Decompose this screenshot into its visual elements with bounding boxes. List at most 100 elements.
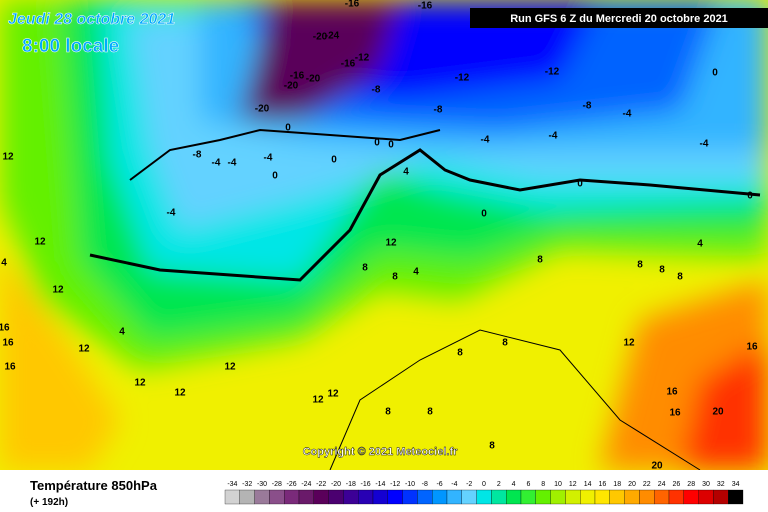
colorbar-swatch bbox=[624, 489, 640, 505]
contour-label: -8 bbox=[434, 105, 443, 116]
contour-label: 0 bbox=[577, 179, 583, 190]
footer-title: Température 850hPa bbox=[30, 478, 158, 493]
colorbar-label: -20 bbox=[331, 481, 341, 488]
colorbar-label: -16 bbox=[361, 481, 371, 488]
contour-label: 4 bbox=[1, 258, 7, 269]
contour-label: -16 bbox=[341, 59, 356, 70]
colorbar-swatch bbox=[254, 489, 270, 505]
colorbar-label: 14 bbox=[584, 481, 592, 488]
contour-label: 4 bbox=[697, 239, 703, 250]
contour-label: 16 bbox=[669, 408, 681, 419]
colorbar-label: 20 bbox=[628, 481, 636, 488]
colorbar-swatch bbox=[668, 489, 684, 505]
contour-label: -16 bbox=[345, 0, 360, 10]
colorbar-label: -4 bbox=[451, 481, 457, 488]
colorbar-label: -34 bbox=[227, 481, 237, 488]
contour-label: -16 bbox=[418, 1, 433, 12]
contour-label: 12 bbox=[2, 152, 14, 163]
colorbar-swatch bbox=[654, 489, 670, 505]
temperature-field bbox=[0, 0, 768, 471]
contour-label: 0 bbox=[747, 191, 753, 202]
colorbar-swatch bbox=[506, 489, 522, 505]
contour-label: 8 bbox=[659, 265, 665, 276]
colorbar-label: 32 bbox=[717, 481, 725, 488]
contour-label: -4 bbox=[167, 208, 176, 219]
colorbar-swatch bbox=[224, 489, 240, 505]
colorbar-label: 0 bbox=[482, 481, 486, 488]
colorbar-swatch bbox=[728, 489, 744, 505]
colorbar-swatch bbox=[491, 489, 507, 505]
colorbar-swatch bbox=[269, 489, 285, 505]
contour-label: -8 bbox=[372, 85, 381, 96]
contour-label: 12 bbox=[327, 389, 339, 400]
contour-label: -4 bbox=[212, 158, 221, 169]
contour-label: 12 bbox=[174, 388, 186, 399]
contour-label: 8 bbox=[362, 263, 368, 274]
colorbar-label: 8 bbox=[541, 481, 545, 488]
contour-label: 12 bbox=[312, 395, 324, 406]
contour-label: 16 bbox=[4, 362, 16, 373]
contour-label: 20 bbox=[712, 407, 724, 418]
colorbar-swatch bbox=[328, 489, 344, 505]
colorbar-label: 28 bbox=[687, 481, 695, 488]
colorbar-label: 24 bbox=[658, 481, 666, 488]
colorbar-label: 30 bbox=[702, 481, 710, 488]
copyright: Copyright © 2021 Meteociel.fr bbox=[303, 446, 459, 458]
contour-label: 4 bbox=[119, 327, 125, 338]
contour-label: 12 bbox=[52, 285, 64, 296]
colorbar-label: 4 bbox=[512, 481, 516, 488]
colorbar-swatch bbox=[461, 489, 477, 505]
colorbar-swatch bbox=[683, 489, 699, 505]
contour-label: 0 bbox=[331, 155, 337, 166]
contour-label: 8 bbox=[392, 272, 398, 283]
contour-label: 8 bbox=[537, 255, 543, 266]
contour-label: 0 bbox=[374, 138, 380, 149]
colorbar-label: 10 bbox=[554, 481, 562, 488]
colorbar-swatch bbox=[580, 489, 596, 505]
contour-label: 8 bbox=[427, 407, 433, 418]
colorbar-swatch bbox=[535, 489, 551, 505]
date: Jeudi 28 octobre 2021 bbox=[8, 11, 175, 28]
colorbar-label: -22 bbox=[316, 481, 326, 488]
colorbar-swatch bbox=[609, 489, 625, 505]
contour-label: 12 bbox=[34, 237, 46, 248]
contour-label: 20 bbox=[651, 461, 663, 472]
colorbar-swatch bbox=[313, 489, 329, 505]
colorbar-label: -10 bbox=[405, 481, 415, 488]
contour-label: -8 bbox=[193, 150, 202, 161]
colorbar-label: 16 bbox=[599, 481, 607, 488]
contour-label: 12 bbox=[623, 338, 635, 349]
colorbar-label: -6 bbox=[436, 481, 442, 488]
contour-label: -4 bbox=[481, 135, 490, 146]
colorbar-label: 12 bbox=[569, 481, 577, 488]
colorbar-swatch bbox=[284, 489, 300, 505]
colorbar-swatch bbox=[476, 489, 492, 505]
colorbar-swatch bbox=[298, 489, 314, 505]
colorbar-label: -8 bbox=[422, 481, 428, 488]
colorbar-label: -30 bbox=[257, 481, 267, 488]
contour-label: 0 bbox=[481, 209, 487, 220]
footer-subtitle: (+ 192h) bbox=[30, 497, 68, 508]
colorbar-label: -14 bbox=[375, 481, 385, 488]
colorbar-swatch bbox=[417, 489, 433, 505]
colorbar-swatch bbox=[387, 489, 403, 505]
contour-label: 8 bbox=[457, 348, 463, 359]
contour-label: -4 bbox=[549, 131, 558, 142]
contour-label: -4 bbox=[623, 109, 632, 120]
contour-label: -12 bbox=[545, 67, 560, 78]
contour-label: 12 bbox=[224, 362, 236, 373]
colorbar-swatch bbox=[594, 489, 610, 505]
colorbar-label: -12 bbox=[390, 481, 400, 488]
contour-label: -20 bbox=[306, 74, 321, 85]
contour-label: -4 bbox=[700, 139, 709, 150]
contour-label: 16 bbox=[2, 338, 14, 349]
contour-label: -20 bbox=[313, 32, 328, 43]
colorbar-swatch bbox=[343, 489, 359, 505]
run-info: Run GFS 6 Z du Mercredi 20 octobre 2021 bbox=[510, 13, 728, 25]
colorbar-label: 18 bbox=[613, 481, 621, 488]
contour-label: 12 bbox=[385, 238, 397, 249]
colorbar-label: 2 bbox=[497, 481, 501, 488]
contour-label: 4 bbox=[413, 267, 419, 278]
contour-label: -12 bbox=[355, 53, 370, 64]
